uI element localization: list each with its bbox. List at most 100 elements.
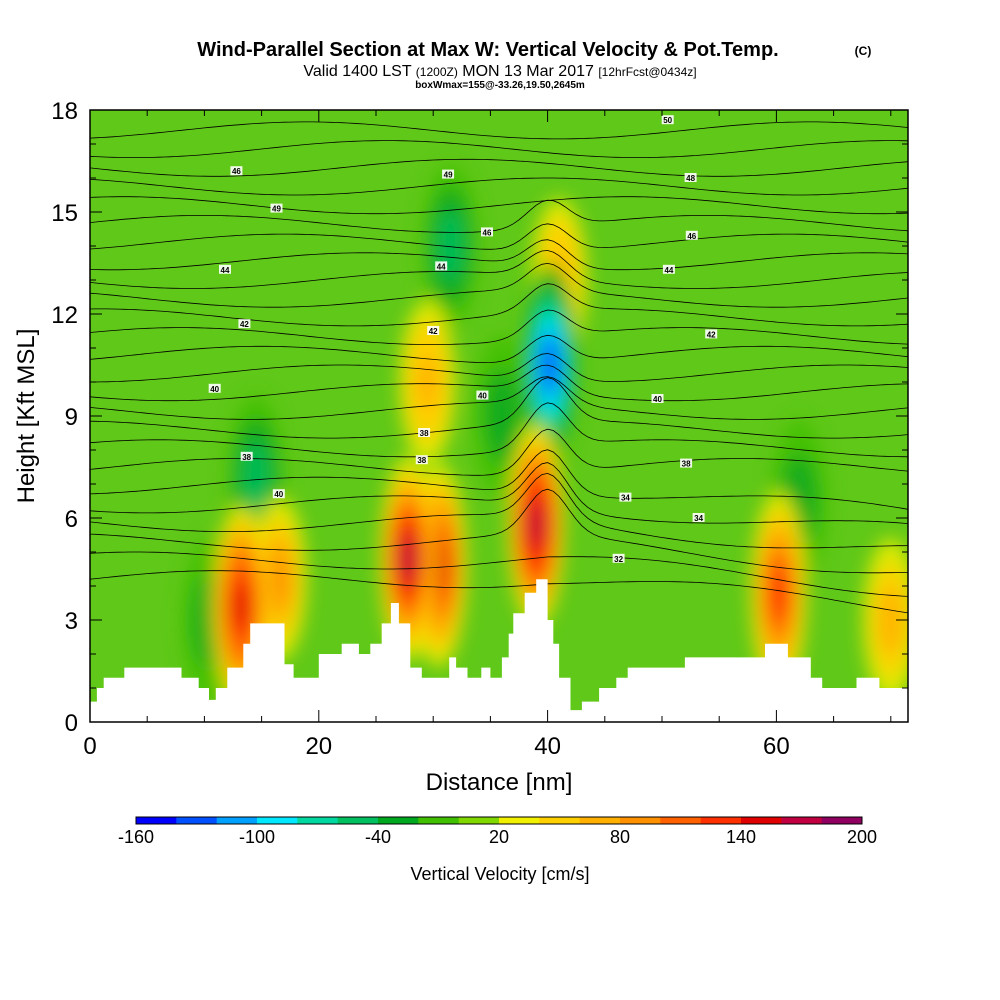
x-axis: 0 20 40 60 <box>83 110 892 760</box>
theta-contour <box>90 121 908 140</box>
plot-area: 46 49 44 42 40 38 40 49 46 44 42 38 38 40 50 48 46 44 42 40… <box>90 110 908 722</box>
theta-contour <box>90 196 908 215</box>
colorbar-swatch <box>257 817 298 824</box>
theta-label: 40 <box>210 385 219 394</box>
valid-date: MON 13 Mar 2017 <box>462 63 594 80</box>
theta-label-bg <box>272 489 285 499</box>
x-tick-label: 40 <box>534 733 561 760</box>
colorbar-tick-label: 20 <box>489 827 509 847</box>
y-tick-label: 9 <box>65 404 78 431</box>
theta-label: 32 <box>614 555 623 564</box>
colorbar-swatch <box>378 817 419 824</box>
colorbar-swatch <box>579 817 621 824</box>
theta-label-bg <box>651 394 664 403</box>
x-tick-label: 20 <box>305 733 332 760</box>
theta-label: 38 <box>242 453 251 462</box>
colorbar-swatch <box>458 817 500 824</box>
theta-label: 34 <box>621 494 630 503</box>
theta-label: 40 <box>478 392 487 401</box>
velocity-cell <box>399 535 417 583</box>
colorbar-swatch <box>620 817 661 824</box>
y-tick-label: 18 <box>51 98 78 125</box>
theta-label: 40 <box>274 490 283 499</box>
theta-labels: 46 49 44 42 40 38 40 49 46 44 42 38 38 40 50 48 46 44 42 40… <box>208 115 718 564</box>
velocity-cell <box>267 549 291 609</box>
theta-label-bg <box>270 203 283 213</box>
theta-label: 44 <box>221 266 230 275</box>
velocity-field <box>182 164 908 709</box>
theta-label: 42 <box>429 327 438 336</box>
velocity-cell <box>232 583 250 630</box>
theta-label-bg <box>685 230 698 240</box>
colorbar-swatch <box>176 817 218 824</box>
theta-label-bg <box>418 428 431 437</box>
theta-label-bg <box>692 513 705 522</box>
y-tick-label: 3 <box>65 608 78 635</box>
theta-label: 46 <box>687 232 696 241</box>
theta-label-bg <box>705 329 718 339</box>
velocity-cell <box>484 369 519 463</box>
y-tick-label: 0 <box>65 710 78 737</box>
colorbar-swatch <box>216 817 258 824</box>
theta-label: 46 <box>483 228 492 237</box>
colorbar-label: Vertical Velocity [cm/s] <box>410 864 589 884</box>
theta-contour <box>90 364 908 402</box>
theta-label: 44 <box>437 262 446 271</box>
theta-label-bg <box>238 319 251 329</box>
theta-label: 34 <box>694 514 703 523</box>
theta-label: 46 <box>232 167 241 176</box>
valid-time: Valid 1400 LST <box>303 63 411 80</box>
colorbar-swatch <box>297 817 339 824</box>
colorbar-swatch <box>136 817 177 824</box>
x-axis-label: Distance [nm] <box>426 769 573 796</box>
theta-contour <box>90 376 908 420</box>
theta-label: 48 <box>686 174 695 183</box>
colorbar-swatch <box>821 817 863 824</box>
theta-contour <box>90 428 908 476</box>
theta-contour <box>90 250 908 289</box>
valid-utc: (1200Z) <box>416 65 458 79</box>
theta-label-bg <box>476 390 489 400</box>
theta-contour <box>90 309 908 345</box>
colorbar-swatch <box>660 817 702 824</box>
forecast-info: [12hrFcst@0434z] <box>598 65 696 79</box>
theta-label-bg <box>684 173 697 182</box>
theta-contour <box>90 377 908 439</box>
theta-label: 49 <box>444 171 453 180</box>
chart-title-mark: (C) <box>855 44 872 58</box>
theta-contour <box>90 283 908 327</box>
terrain-profile <box>90 579 908 722</box>
theta-contour <box>90 158 908 177</box>
colorbar-swatch <box>539 817 581 824</box>
theta-label: 40 <box>653 395 662 404</box>
velocity-cell <box>877 584 905 656</box>
theta-label: 38 <box>417 456 426 465</box>
theta-contour <box>90 223 908 250</box>
theta-contour <box>90 488 908 574</box>
theta-label-bg <box>219 264 231 274</box>
theta-contour <box>90 462 908 524</box>
x-tick-label: 60 <box>763 733 790 760</box>
theta-contour <box>90 334 908 364</box>
colorbar-swatch <box>741 817 782 824</box>
theta-label-bg <box>612 553 625 563</box>
x-tick-label: 0 <box>83 733 96 760</box>
theta-contours <box>90 121 908 614</box>
theta-label: 42 <box>707 330 716 339</box>
velocity-cell <box>416 352 439 412</box>
colorbar-swatch <box>700 817 742 824</box>
theta-label-bg <box>442 169 455 179</box>
colorbar-swatch <box>499 817 540 824</box>
theta-contour <box>90 402 908 458</box>
colorbar-tick-label: -40 <box>365 827 391 847</box>
theta-contour <box>90 449 908 510</box>
y-tick-label: 15 <box>51 200 78 227</box>
y-tick-label: 12 <box>51 302 78 329</box>
chart-title: Wind-Parallel Section at Max W: Vertical… <box>197 39 778 61</box>
theta-contour <box>90 570 908 614</box>
theta-label-bg <box>680 458 693 468</box>
colorbar-swatch <box>418 817 460 824</box>
colorbar-swatch <box>781 817 823 824</box>
theta-label-bg <box>661 115 674 125</box>
